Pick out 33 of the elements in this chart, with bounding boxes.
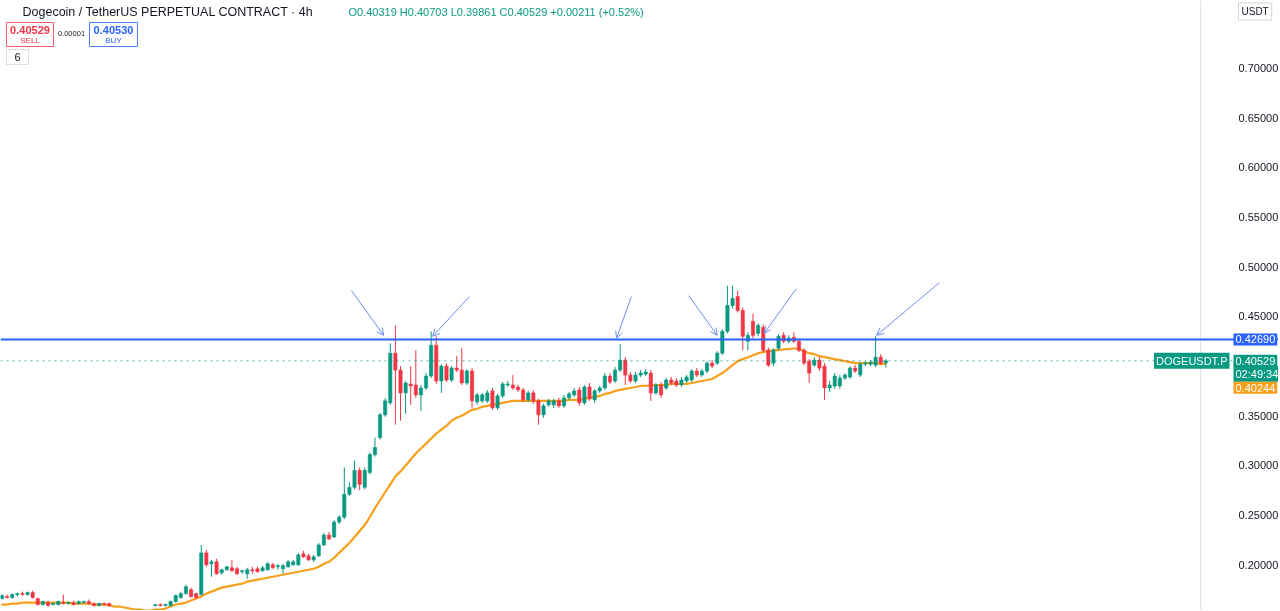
annotation: 0.40530: [93, 23, 134, 36]
annotation: 6: [14, 51, 21, 63]
candlestick: [582, 384, 587, 406]
y-tick-label: 0.60000: [1238, 161, 1279, 174]
y-tick-label: 0.35000: [1238, 409, 1279, 422]
annotation: 0.40529: [10, 23, 50, 36]
y-tick-label: 0.20000: [1238, 558, 1279, 571]
y-tick-label: 0.70000: [1238, 62, 1279, 75]
annotation: 0.40244: [1235, 381, 1276, 394]
candlestick: [403, 380, 408, 415]
annotation: BUY: [105, 36, 123, 45]
ref-line-label: 0.40529 02:49:34: [1235, 354, 1279, 380]
y-tick-label: 0.50000: [1238, 260, 1279, 273]
y-tick-label: 0.45000: [1238, 310, 1279, 323]
candlestick: [439, 363, 444, 394]
candlestick: [577, 386, 582, 407]
candlestick: [444, 362, 449, 383]
y-tick-label: 0.30000: [1238, 459, 1279, 472]
line-series: [0, 347, 887, 610]
candlestick: [490, 387, 495, 411]
ref-line-label: 0.42690: [1235, 333, 1276, 346]
y-tick-label: 0.55000: [1238, 211, 1279, 224]
annotation: O0.40319 H0.40703 L0.39861 C0.40529 +0.00211 (+0.52%): [348, 5, 644, 18]
candlestick: [751, 312, 755, 339]
annotation: DOGEUSDT.P: [1155, 354, 1228, 367]
y-tick-label: 0.65000: [1238, 111, 1279, 124]
chart-title: Dogecoin / TetherUS PERPETUAL CONTRACT · 4h: [22, 4, 313, 19]
y-axis-title: USDT: [1241, 6, 1269, 17]
candlestick: [357, 466, 362, 491]
candlestick: [648, 369, 653, 402]
y-tick-label: 0.25000: [1238, 509, 1279, 522]
candlestick: [5, 594, 10, 600]
annotation: SELL: [20, 36, 41, 45]
